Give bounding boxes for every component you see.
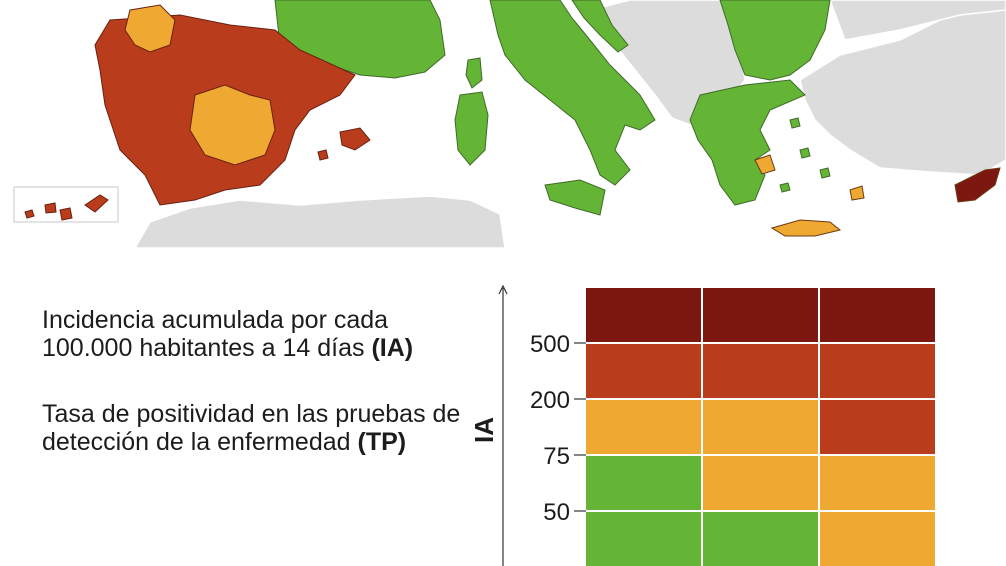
cyprus — [954, 167, 1001, 203]
sicily — [544, 179, 606, 216]
matrix-cell — [820, 512, 935, 566]
matrix-cell — [703, 400, 818, 454]
matrix-cell — [703, 344, 818, 398]
risk-matrix: 500 200 75 50 IA — [475, 284, 935, 566]
ia-abbr: (IA) — [371, 334, 414, 362]
matrix-cell — [586, 288, 701, 342]
croatia-coast — [571, 0, 629, 53]
matrix-cell — [820, 456, 935, 510]
green-regions — [274, 0, 831, 216]
matrix-cell — [586, 344, 701, 398]
matrix-cell — [586, 512, 701, 566]
attica — [754, 154, 776, 175]
matrix-cell — [820, 400, 935, 454]
sardinia — [454, 91, 489, 166]
italy — [489, 0, 656, 186]
corsica — [465, 57, 483, 89]
y-tick-label: 75 — [543, 443, 570, 470]
island-orange — [849, 185, 865, 201]
turkey — [799, 0, 1006, 176]
map — [13, 0, 1006, 248]
matrix-cells — [586, 288, 935, 566]
matrix-cell — [703, 512, 818, 566]
matrix-cell — [586, 400, 701, 454]
east-eu — [719, 0, 831, 81]
canary-islands — [24, 194, 109, 221]
aegean-islands — [779, 117, 831, 193]
crete — [770, 219, 842, 237]
y-axis — [498, 284, 508, 566]
legend-text: Incidencia acumulada por cada 100.000 ha… — [42, 306, 462, 456]
tp-definition-text: Tasa de positividad en las pruebas de de… — [42, 400, 461, 456]
matrix-cell — [820, 288, 935, 342]
matrix-cell — [820, 344, 935, 398]
y-axis-arrow — [498, 284, 508, 295]
matrix-cell — [703, 456, 818, 510]
y-tick-label: 200 — [530, 387, 570, 414]
matrix-cell — [703, 288, 818, 342]
tp-abbr: (TP) — [357, 428, 407, 456]
ukraine-area — [829, 0, 1006, 41]
ia-definition: Incidencia acumulada por cada 100.000 ha… — [42, 306, 462, 362]
tp-definition: Tasa de positividad en las pruebas de de… — [42, 400, 462, 456]
y-ticks: 500 200 75 50 — [530, 331, 586, 526]
y-tick-label: 50 — [543, 499, 570, 526]
misc-highlights — [754, 154, 1001, 237]
north-africa — [134, 195, 506, 248]
matrix-cell — [586, 456, 701, 510]
balearic — [317, 127, 371, 161]
spain — [24, 4, 371, 221]
ia-definition-text: Incidencia acumulada por cada 100.000 ha… — [42, 306, 389, 362]
canary-inset-box — [13, 186, 119, 223]
y-tick-label: 500 — [530, 331, 570, 358]
galicia — [124, 4, 176, 53]
ia-axis-label: IA — [475, 417, 499, 443]
castilla-la-mancha — [189, 84, 276, 166]
